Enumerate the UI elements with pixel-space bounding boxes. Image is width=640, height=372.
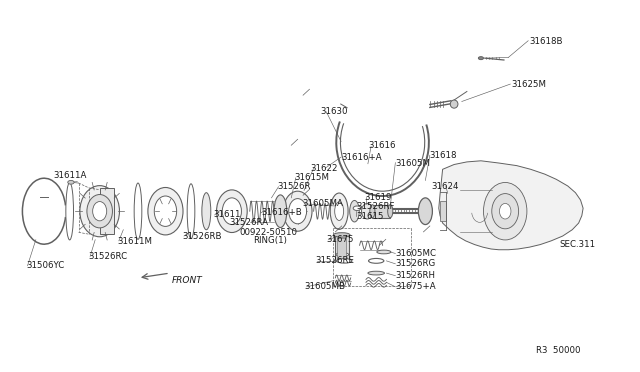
Ellipse shape [154,196,177,227]
Ellipse shape [451,100,458,108]
Bar [440,201,447,221]
Text: 31615M: 31615M [294,173,330,182]
Polygon shape [439,161,583,250]
Text: SEC.311: SEC.311 [559,240,596,249]
Text: 31619: 31619 [365,193,392,202]
Text: 31675: 31675 [326,235,354,244]
Text: 31618: 31618 [430,151,458,160]
Ellipse shape [499,203,511,219]
Text: 31605MB: 31605MB [305,282,346,291]
Ellipse shape [336,253,349,256]
Ellipse shape [335,202,344,221]
Text: 31526RE: 31526RE [315,256,354,265]
Text: 31624: 31624 [432,182,460,190]
Ellipse shape [369,259,384,263]
Text: 31616+A: 31616+A [341,153,381,161]
Ellipse shape [483,183,527,240]
Ellipse shape [202,193,211,230]
Ellipse shape [330,193,348,230]
Text: 31526RF: 31526RF [356,202,395,211]
Text: 31605M: 31605M [396,158,430,167]
Text: 31618B: 31618B [529,37,563,46]
Ellipse shape [377,250,391,254]
Ellipse shape [368,271,385,275]
Text: RING(1): RING(1) [253,236,287,246]
Text: 00922-50510: 00922-50510 [239,228,298,237]
Text: 31622: 31622 [310,164,338,173]
Bar [372,205,390,218]
Text: 31526RG: 31526RG [396,259,436,268]
Ellipse shape [148,187,183,235]
Ellipse shape [134,183,142,239]
Ellipse shape [222,198,241,225]
Ellipse shape [370,205,375,218]
Text: 31605MA: 31605MA [302,199,343,208]
Ellipse shape [80,186,120,237]
Ellipse shape [419,198,433,225]
Ellipse shape [353,206,361,211]
Text: 31615: 31615 [356,212,384,221]
Ellipse shape [284,191,312,231]
Bar [100,188,114,234]
Ellipse shape [478,57,483,60]
Text: 31625M: 31625M [511,80,547,89]
Ellipse shape [388,205,393,218]
Ellipse shape [492,193,518,229]
Text: R3  50000: R3 50000 [536,346,580,355]
Bar [335,235,349,261]
Text: 31611A: 31611A [53,171,86,180]
Bar [337,238,346,258]
Text: 31526RB: 31526RB [182,231,222,241]
Text: 31675+A: 31675+A [396,282,436,291]
Ellipse shape [87,195,113,228]
Ellipse shape [68,180,74,184]
Text: 31526RC: 31526RC [88,252,127,261]
Ellipse shape [337,259,352,263]
Ellipse shape [349,201,359,222]
Ellipse shape [66,183,74,240]
Text: 31526RA: 31526RA [229,218,268,227]
Text: 31506YC: 31506YC [26,261,65,270]
Text: 31630: 31630 [320,108,348,116]
Text: 31616+B: 31616+B [261,208,302,217]
Ellipse shape [333,233,350,237]
Text: 31605MC: 31605MC [396,249,436,258]
Text: 31611: 31611 [213,211,241,219]
Ellipse shape [362,203,373,219]
Text: 31611M: 31611M [117,237,152,246]
Text: 31526RH: 31526RH [396,271,435,280]
Ellipse shape [289,199,307,224]
Ellipse shape [187,184,195,238]
Text: 31526R: 31526R [277,182,310,191]
Ellipse shape [274,195,287,228]
Text: FRONT: FRONT [172,276,203,285]
Ellipse shape [216,190,247,232]
Text: 31616: 31616 [368,141,396,151]
Ellipse shape [93,202,107,221]
